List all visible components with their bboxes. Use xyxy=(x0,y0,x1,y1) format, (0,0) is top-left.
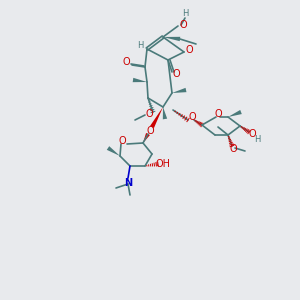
Text: H: H xyxy=(254,134,260,143)
Text: O: O xyxy=(185,45,193,55)
Polygon shape xyxy=(107,146,120,156)
Polygon shape xyxy=(150,107,163,128)
Text: O: O xyxy=(229,144,237,154)
Text: O: O xyxy=(146,126,154,136)
Text: O: O xyxy=(188,112,196,122)
Text: O: O xyxy=(179,20,187,30)
Text: H: H xyxy=(137,41,143,50)
Polygon shape xyxy=(163,107,167,119)
Text: O: O xyxy=(118,136,126,146)
Text: N: N xyxy=(124,178,132,188)
Polygon shape xyxy=(133,78,147,82)
Text: O: O xyxy=(214,109,222,119)
Text: O: O xyxy=(172,69,180,79)
Polygon shape xyxy=(163,37,180,41)
Text: OH: OH xyxy=(155,159,170,169)
Text: H: H xyxy=(182,10,188,19)
Polygon shape xyxy=(228,110,242,117)
Polygon shape xyxy=(172,88,187,93)
Text: O: O xyxy=(248,129,256,139)
Text: O: O xyxy=(122,57,130,67)
Text: O: O xyxy=(145,109,153,119)
Polygon shape xyxy=(143,133,150,143)
